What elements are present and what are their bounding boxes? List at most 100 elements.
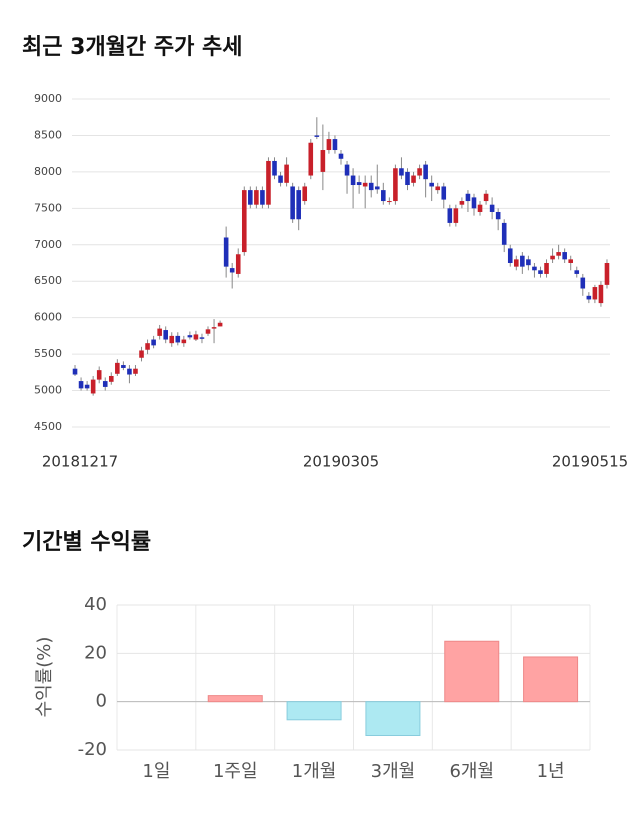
candle-body	[489, 204, 495, 212]
candle-body	[145, 343, 150, 350]
candle-body	[556, 252, 561, 256]
bar	[365, 701, 421, 737]
candle-body	[471, 197, 477, 209]
candle-body	[326, 139, 332, 151]
candle-body	[399, 168, 404, 176]
candle-body	[495, 211, 501, 220]
y-tick-label: 5000	[34, 384, 62, 397]
y-tick-label: 5500	[34, 347, 62, 360]
candle-body	[296, 190, 301, 220]
candle-body	[217, 322, 223, 327]
candle-body	[235, 254, 241, 274]
candle-body	[223, 237, 229, 267]
candle-body	[241, 190, 247, 253]
chart-title: 기간별 수익률	[22, 530, 151, 555]
candle-body	[115, 362, 120, 374]
candle-body	[598, 284, 604, 304]
y-tick-label: 7500	[34, 201, 62, 214]
candle-body	[381, 190, 386, 202]
candle-body	[405, 171, 410, 186]
candle-body	[163, 330, 168, 340]
candle-body	[193, 334, 199, 340]
candle-body	[248, 190, 253, 205]
candle-body	[157, 328, 162, 336]
candle-body	[229, 268, 235, 273]
candle-body	[514, 259, 519, 267]
candle-body	[151, 339, 156, 346]
x-tick-label: 1일	[142, 761, 170, 782]
candle-body	[121, 365, 126, 368]
y-tick-label: 4500	[34, 420, 62, 433]
candle-body	[175, 335, 181, 343]
candle-body	[453, 208, 459, 223]
candle-body	[356, 182, 362, 186]
candle-body	[568, 259, 574, 263]
candle-body	[477, 204, 483, 212]
candle-body	[290, 186, 295, 220]
candle-body	[465, 193, 471, 202]
candle-body	[332, 139, 338, 151]
y-tick-label: 20	[84, 642, 107, 663]
candle-body	[538, 270, 543, 274]
y-tick-label: 8500	[34, 128, 62, 141]
candle-body	[90, 379, 96, 394]
candle-body	[459, 201, 465, 205]
candle-body	[411, 175, 416, 183]
candle-body	[78, 381, 84, 389]
chart-title: 최근 3개월간 주가 추세	[22, 35, 242, 60]
candle-body	[302, 186, 308, 202]
candle-body	[447, 208, 453, 223]
candle-body	[272, 160, 277, 176]
candle-body	[483, 193, 489, 202]
y-axis-label: 수익률(%)	[34, 637, 55, 718]
candle-body	[254, 190, 259, 205]
bar	[523, 656, 579, 703]
candle-body	[187, 335, 193, 338]
candle-body	[205, 329, 211, 334]
x-tick-label: 6개월	[449, 761, 494, 782]
candle-body	[139, 350, 144, 358]
candle-body	[344, 164, 350, 176]
y-tick-label: 8000	[34, 165, 62, 178]
candle-body	[278, 175, 283, 183]
bar	[207, 695, 263, 703]
y-tick-label: -20	[78, 739, 107, 760]
candle-body	[507, 248, 513, 263]
candle-body	[368, 182, 374, 191]
candle-body	[260, 190, 265, 205]
candle-body	[417, 168, 422, 176]
candle-body	[550, 255, 555, 260]
candle-body	[586, 295, 592, 300]
x-tick-label: 3개월	[371, 761, 416, 782]
candle-body	[127, 368, 132, 375]
x-tick-label: 20181217	[42, 453, 118, 471]
candle-body	[435, 186, 441, 191]
y-tick-label: 0	[96, 691, 107, 712]
candle-body	[387, 201, 392, 203]
candle-body	[308, 142, 314, 176]
candle-body	[423, 164, 428, 180]
candle-body	[441, 186, 447, 200]
x-tick-label: 20190515	[552, 453, 628, 471]
candle-body	[544, 263, 549, 274]
y-tick-label: 6500	[34, 274, 62, 287]
x-tick-label: 1년	[537, 761, 565, 782]
x-tick-label: 1주일	[213, 761, 258, 782]
candle-body	[501, 222, 507, 245]
candle-body	[562, 252, 567, 260]
x-tick-label: 1개월	[292, 761, 337, 782]
candle-body	[96, 370, 102, 380]
candle-body	[374, 186, 380, 190]
candle-body	[532, 266, 537, 271]
bar	[444, 640, 500, 703]
candle-body	[592, 287, 598, 300]
candle-body	[520, 255, 525, 267]
candle-body	[320, 150, 326, 172]
candle-body	[338, 153, 344, 159]
candle-body	[211, 327, 217, 329]
candle-body	[393, 168, 398, 202]
candle-body	[574, 270, 580, 274]
candle-body	[84, 384, 90, 389]
candle-body	[133, 368, 138, 374]
